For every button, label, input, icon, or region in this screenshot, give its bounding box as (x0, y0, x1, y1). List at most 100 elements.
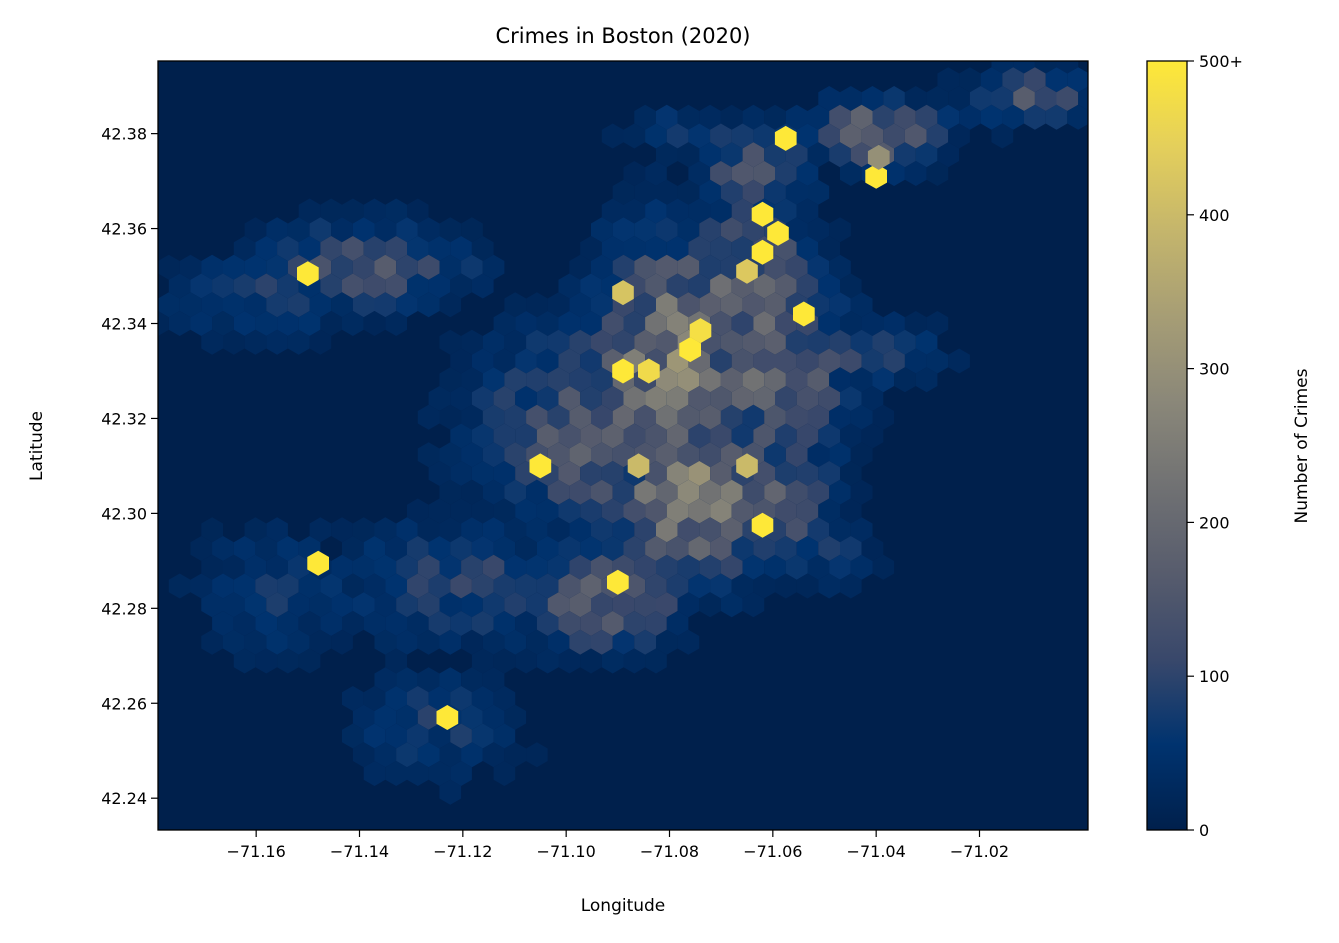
hex-bin (731, 348, 754, 374)
hex-bin (796, 198, 819, 224)
hex-bin (699, 217, 721, 243)
hex-bin (742, 179, 765, 205)
hex-bin (959, 67, 981, 93)
hex-bin (764, 292, 786, 318)
hex-bin (753, 123, 775, 149)
hex-bin (753, 423, 775, 449)
hex-bin (861, 423, 884, 449)
colorbar-axis: 0 100 200 300 400 500+ (1187, 52, 1243, 840)
hex-bin (666, 386, 689, 411)
hex-bin (504, 367, 527, 393)
hex-bin (158, 292, 180, 318)
hex-bin (547, 367, 570, 393)
hex-bin (342, 311, 364, 336)
hex-bin (352, 592, 375, 618)
hex-bin (699, 479, 721, 505)
hex-bin (580, 273, 602, 299)
hex-bin (840, 423, 862, 449)
hex-bin (526, 742, 548, 768)
hex-bin (623, 648, 646, 674)
hex-bin (656, 142, 678, 168)
hex-bin (710, 198, 732, 224)
hex-bin (342, 236, 364, 261)
hex-bin (558, 536, 581, 561)
hex-bin (1024, 104, 1046, 130)
hex-bin (493, 536, 516, 561)
hex-bin (840, 86, 862, 111)
hex-bin (612, 254, 635, 280)
hex-bin (385, 536, 407, 561)
hex-bin (396, 292, 418, 318)
hex-bin (569, 442, 591, 468)
hex-bin (471, 273, 494, 299)
hex-bin (320, 198, 342, 224)
hex-bin (688, 273, 711, 299)
hex-bin (168, 573, 191, 599)
hex-bin (212, 611, 234, 636)
hex-bin (677, 629, 700, 655)
hex-bin (775, 386, 797, 411)
hex-bin (580, 536, 602, 561)
hex-bin (352, 554, 375, 580)
plot-frame (157, 60, 1089, 831)
hex-bin (439, 442, 462, 468)
hex-bin (677, 592, 700, 618)
hex-bin (915, 367, 938, 393)
hex-bin (558, 611, 581, 636)
hex-bin (807, 517, 830, 543)
hex-bin (850, 479, 873, 505)
hex-bin (266, 329, 288, 355)
y-tick-label: 42.36 (101, 220, 147, 239)
x-axis: −71.16 −71.14 −71.12 −71.10 −71.08 −71.06 −71.… (227, 830, 1009, 861)
hex-bin-hotspot (867, 144, 890, 170)
hex-bin (396, 217, 418, 243)
colorbar-tick-label: 400 (1199, 206, 1230, 225)
hex-bin (515, 498, 537, 524)
hex-bin (331, 629, 353, 655)
hex-bin (287, 629, 310, 655)
hex-bin (461, 367, 483, 393)
hex-bin-hotspot (751, 239, 774, 265)
hex-bin (385, 198, 407, 224)
hex-bin (883, 86, 905, 111)
hex-bin (536, 348, 559, 374)
hex-bin (298, 573, 321, 599)
hex-bin (688, 123, 711, 149)
hex-bin (623, 386, 646, 411)
hex-bin (471, 611, 494, 636)
hex-bin (1013, 86, 1035, 111)
hex-bin (374, 629, 397, 655)
hex-bin (266, 517, 288, 543)
colorbar-tick-label: 0 (1199, 821, 1209, 840)
hex-bin (829, 254, 851, 280)
hex-bin (482, 517, 505, 543)
hex-bin (937, 104, 960, 130)
hex-bin (201, 292, 223, 318)
hex-bin (547, 404, 570, 430)
hex-bin (764, 254, 786, 280)
hex-bin (634, 292, 656, 318)
x-tick-label: −71.06 (743, 842, 802, 861)
hex-bin (666, 273, 689, 299)
hex-bin (785, 329, 808, 355)
hex-bin (450, 611, 472, 636)
hex-bin (461, 592, 483, 618)
hex-bin-hotspot (736, 258, 758, 284)
hex-bin (710, 273, 732, 299)
hex-bin (904, 161, 927, 186)
hex-bin (493, 573, 516, 599)
hex-bin (352, 254, 375, 280)
hex-bin (526, 404, 548, 430)
hex-bin (850, 104, 873, 130)
hex-bin (428, 573, 451, 599)
hex-bin (526, 554, 548, 580)
hex-bin (764, 442, 786, 468)
hex-bin (1002, 104, 1024, 130)
hex-bin (720, 329, 743, 355)
hex-bin-hotspot (767, 220, 789, 246)
hex-bin (461, 254, 483, 280)
hex-bin (515, 611, 537, 636)
hex-bin (190, 573, 213, 599)
hex-bin (915, 142, 938, 168)
